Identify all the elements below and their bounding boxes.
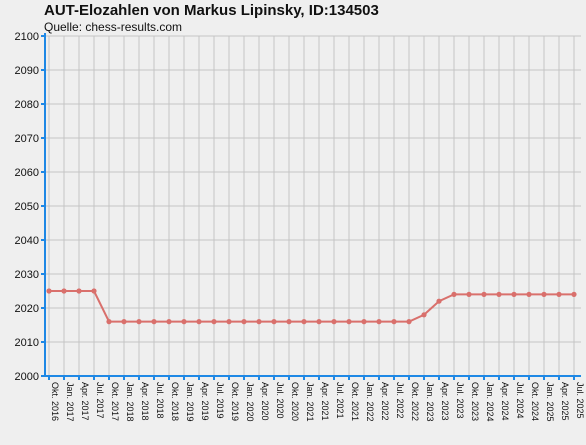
x-tick-label: Okt. 2021	[350, 382, 360, 421]
y-tick-label: 2050	[15, 201, 39, 213]
data-point	[151, 319, 157, 325]
x-tick-label: Jan. 2022	[365, 382, 375, 422]
data-point	[361, 319, 367, 325]
data-point	[511, 291, 517, 297]
data-point	[211, 319, 217, 325]
x-tick-label: Apr. 2023	[440, 382, 450, 421]
y-tick-label: 2010	[15, 337, 39, 349]
data-point	[61, 288, 67, 294]
data-point	[256, 319, 262, 325]
y-axis-ticks: 2000 2010 2020 2030 2040 2050 2060 2070 2080 2090…	[15, 31, 45, 383]
x-tick-label: Jul. 2020	[275, 382, 285, 419]
x-tick-label: Jan. 2025	[545, 382, 555, 422]
x-tick-label: Jul. 2022	[395, 382, 405, 419]
x-axis-ticks: Okt. 2016 Jan. 2017 Apr. 2017 Jul. 2017 Okt.…	[48, 376, 585, 422]
data-point	[436, 298, 442, 304]
data-point	[46, 288, 52, 294]
y-tick-label: 2020	[15, 303, 39, 315]
y-tick-label: 2080	[15, 99, 39, 111]
y-tick-label: 2070	[15, 133, 39, 145]
data-point	[541, 291, 547, 297]
x-tick-label: Jan. 2019	[185, 382, 195, 422]
x-tick-label: Okt. 2023	[470, 382, 480, 421]
data-point	[271, 319, 277, 325]
x-tick-label: Apr. 2025	[560, 382, 570, 421]
x-tick-label: Okt. 2020	[290, 382, 300, 421]
series-plot	[46, 288, 577, 325]
x-tick-label: Jul. 2017	[95, 382, 105, 419]
data-point	[166, 319, 172, 325]
data-point	[496, 291, 502, 297]
x-tick-label: Jan. 2020	[245, 382, 255, 422]
x-tick-label: Jul. 2021	[335, 382, 345, 419]
x-tick-label: Apr. 2020	[260, 382, 270, 421]
x-tick-label: Apr. 2019	[200, 382, 210, 421]
data-point	[451, 291, 457, 297]
axes	[44, 33, 581, 377]
y-tick-label: 2090	[15, 65, 39, 77]
x-tick-label: Jan. 2023	[425, 382, 435, 422]
x-tick-label: Jul. 2024	[515, 382, 525, 419]
data-point	[421, 312, 427, 318]
x-tick-label: Jul. 2023	[455, 382, 465, 419]
y-tick-label: 2000	[15, 371, 39, 383]
x-tick-label: Okt. 2019	[230, 382, 240, 421]
data-point	[181, 319, 187, 325]
data-point	[346, 319, 352, 325]
y-tick-label: 2030	[15, 269, 39, 281]
data-point	[571, 291, 577, 297]
x-tick-label: Okt. 2024	[530, 382, 540, 421]
x-tick-label: Jan. 2017	[65, 382, 75, 422]
x-tick-label: Jul. 2025	[575, 382, 585, 419]
data-point	[391, 319, 397, 325]
x-tick-label: Apr. 2024	[500, 382, 510, 421]
x-tick-label: Jan. 2021	[305, 382, 315, 422]
data-point	[376, 319, 382, 325]
data-point	[526, 291, 532, 297]
data-point	[226, 319, 232, 325]
data-point	[286, 319, 292, 325]
x-tick-label: Jan. 2024	[485, 382, 495, 422]
x-tick-label: Jul. 2019	[215, 382, 225, 419]
x-tick-label: Jan. 2018	[125, 382, 135, 422]
x-tick-label: Okt. 2022	[410, 382, 420, 421]
x-tick-label: Okt. 2018	[170, 382, 180, 421]
data-point	[556, 291, 562, 297]
data-point	[106, 319, 112, 325]
data-point	[121, 319, 127, 325]
data-point	[76, 288, 82, 294]
data-point	[406, 319, 412, 325]
x-tick-label: Okt. 2016	[50, 382, 60, 421]
y-tick-label: 2040	[15, 235, 39, 247]
data-point	[241, 319, 247, 325]
x-tick-label: Okt. 2017	[110, 382, 120, 421]
chart-title: AUT-Elozahlen von Markus Lipinsky, ID:13…	[44, 2, 379, 19]
data-point	[196, 319, 202, 325]
data-point	[301, 319, 307, 325]
x-tick-label: Jul. 2018	[155, 382, 165, 419]
data-point	[466, 291, 472, 297]
x-tick-label: Apr. 2017	[80, 382, 90, 421]
data-point	[331, 319, 337, 325]
data-point	[91, 288, 97, 294]
x-tick-label: Apr. 2018	[140, 382, 150, 421]
x-tick-label: Apr. 2021	[320, 382, 330, 421]
y-tick-label: 2060	[15, 167, 39, 179]
data-point	[136, 319, 142, 325]
grid-lines	[45, 35, 581, 377]
data-point	[316, 319, 322, 325]
data-point	[481, 291, 487, 297]
chart-subtitle: Quelle: chess-results.com	[44, 20, 183, 34]
series-line	[49, 290, 574, 323]
x-tick-label: Apr. 2022	[380, 382, 390, 421]
y-tick-label: 2100	[15, 31, 39, 43]
